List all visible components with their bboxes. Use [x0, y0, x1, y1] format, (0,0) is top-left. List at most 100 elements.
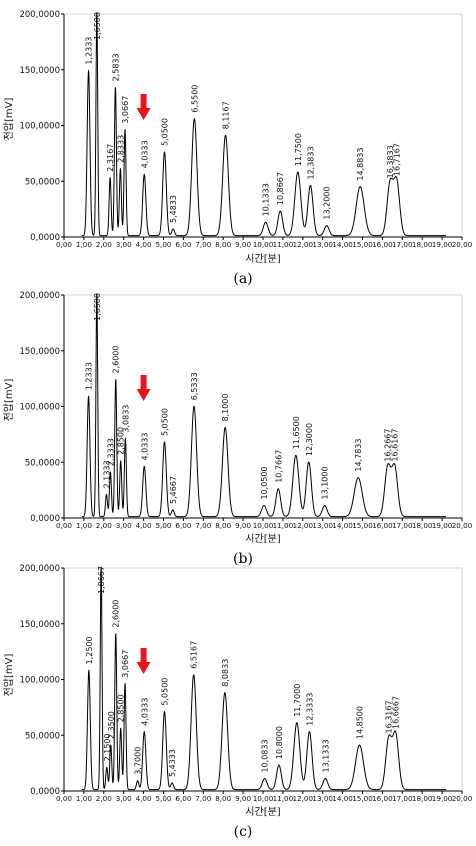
- x-tick-label: 9,00: [235, 794, 251, 803]
- peak-label: 8,0833: [221, 659, 230, 687]
- peak-label: 12,3833: [306, 146, 315, 179]
- peak-label: 6,5500: [190, 85, 199, 113]
- chromatogram-trace: [81, 12, 447, 237]
- x-tick-label: 10,00: [253, 521, 274, 530]
- peak-label: 5,4667: [169, 476, 178, 504]
- peak-label: 10,1333: [262, 183, 271, 216]
- y-tick-label: 200,0000: [19, 564, 60, 574]
- peak-label: 1,6500: [93, 293, 102, 321]
- x-tick-label: 20,00: [452, 521, 473, 530]
- x-tick-label: 7,00: [195, 521, 211, 530]
- x-tick-label: 19,00: [432, 521, 453, 530]
- y-tick-label: 50,0000: [25, 177, 60, 187]
- panel-caption: (c): [234, 824, 253, 840]
- peak-label: 11,6500: [292, 416, 301, 449]
- x-tick-label: 12,00: [293, 240, 314, 249]
- chromatogram-trace: [81, 566, 447, 791]
- x-tick-label: 1,00: [76, 240, 92, 249]
- chart-panel-2: 0,0000 50,0000 100,0000 150,0000 200,0000 0,0…: [2, 291, 473, 567]
- x-tick-label: 5,00: [155, 240, 171, 249]
- y-tick-label: 0,0000: [30, 787, 60, 797]
- x-tick-label: 10,00: [253, 794, 274, 803]
- peak-label: 13,1333: [321, 739, 330, 772]
- x-tick-label: 11,00: [273, 521, 294, 530]
- x-tick-label: 16,00: [372, 240, 393, 249]
- peak-label: 12,3000: [305, 423, 314, 456]
- x-tick-label: 18,00: [412, 240, 433, 249]
- peak-label: 16,6167: [391, 429, 400, 462]
- x-tick-label: 2,00: [96, 794, 112, 803]
- x-tick-label: 15,00: [352, 521, 373, 530]
- peak-label: 12,3333: [305, 693, 314, 726]
- peak-label: 2,6000: [112, 600, 121, 628]
- x-axis-label: 시간[분]: [245, 806, 281, 818]
- y-tick-label: 150,0000: [19, 347, 60, 357]
- x-tick-label: 17,00: [392, 794, 413, 803]
- x-tick-label: 17,00: [392, 240, 413, 249]
- x-tick-label: 3,00: [116, 521, 132, 530]
- peak-label: 8,1167: [222, 101, 231, 129]
- x-tick-label: 15,00: [352, 794, 373, 803]
- peak-label: 2,3333: [106, 438, 115, 466]
- peak-label: 2,8500: [117, 427, 126, 455]
- y-tick-label: 50,0000: [25, 731, 60, 741]
- x-tick-label: 19,00: [432, 794, 453, 803]
- y-tick-label: 0,0000: [30, 233, 60, 243]
- x-tick-label: 6,00: [175, 240, 191, 249]
- x-tick-label: 13,00: [312, 794, 333, 803]
- x-tick-label: 6,00: [175, 521, 191, 530]
- y-axis-label: 전압[mV]: [2, 379, 15, 422]
- peak-label: 6,5333: [190, 372, 199, 400]
- x-tick-label: 17,00: [392, 521, 413, 530]
- y-tick-label: 200,0000: [19, 10, 60, 20]
- peak-label: 2,1500: [103, 733, 112, 761]
- x-tick-label: 9,00: [235, 240, 251, 249]
- x-axis-label: 시간[분]: [245, 533, 281, 545]
- y-tick-label: 100,0000: [19, 676, 60, 686]
- peak-label: 10,8667: [276, 172, 285, 205]
- peak-label: 4,0333: [140, 698, 149, 726]
- panel-caption: (a): [233, 271, 252, 287]
- peak-label: 6,5167: [190, 641, 199, 669]
- x-tick-label: 7,00: [195, 794, 211, 803]
- x-tick-label: 12,00: [293, 794, 314, 803]
- y-axis-label: 전압[mV]: [2, 654, 15, 697]
- peak-label: 2,3500: [107, 711, 116, 739]
- peak-label: 13,2000: [323, 187, 332, 220]
- peak-label: 10,0500: [260, 466, 269, 499]
- x-tick-label: 15,00: [352, 240, 373, 249]
- peak-label: 3,0833: [121, 405, 130, 433]
- x-tick-label: 16,00: [372, 794, 393, 803]
- peak-label: 2,8500: [117, 694, 126, 722]
- x-tick-label: 5,00: [155, 521, 171, 530]
- y-tick-label: 150,0000: [19, 620, 60, 630]
- x-tick-label: 20,00: [452, 794, 473, 803]
- x-tick-label: 0,00: [56, 521, 72, 530]
- x-tick-label: 14,00: [332, 240, 353, 249]
- chromatogram-trace: [81, 293, 447, 518]
- peak-label: 1,2333: [85, 362, 94, 390]
- peak-label: 16,2667: [384, 429, 393, 462]
- peak-label: 14,8500: [356, 706, 365, 739]
- x-tick-label: 10,00: [253, 240, 274, 249]
- peak-label: 8,1000: [221, 394, 230, 422]
- peak-label: 2,1333: [103, 460, 112, 488]
- chart-panel-3: 0,0000 50,0000 100,0000 150,0000 200,0000 0,0…: [2, 564, 473, 840]
- peak-label: 10,8000: [275, 726, 284, 759]
- peak-label: 1,2500: [85, 636, 94, 664]
- x-tick-label: 1,00: [76, 521, 92, 530]
- x-tick-label: 20,00: [452, 240, 473, 249]
- x-tick-label: 4,00: [136, 240, 152, 249]
- peak-label: 5,0500: [161, 678, 170, 706]
- peak-label: 14,8833: [356, 148, 365, 181]
- x-tick-label: 18,00: [412, 521, 433, 530]
- x-tick-label: 8,00: [215, 794, 231, 803]
- peak-label: 1,2333: [85, 37, 94, 65]
- peak-label: 1,6500: [93, 12, 102, 40]
- chart-panel-1: 0,0000 50,0000 100,0000 150,0000 200,0000 0,0…: [2, 10, 473, 287]
- x-tick-label: 16,00: [372, 521, 393, 530]
- x-tick-label: 8,00: [215, 521, 231, 530]
- peak-label: 2,8333: [116, 135, 125, 163]
- peak-label: 16,3833: [386, 145, 395, 178]
